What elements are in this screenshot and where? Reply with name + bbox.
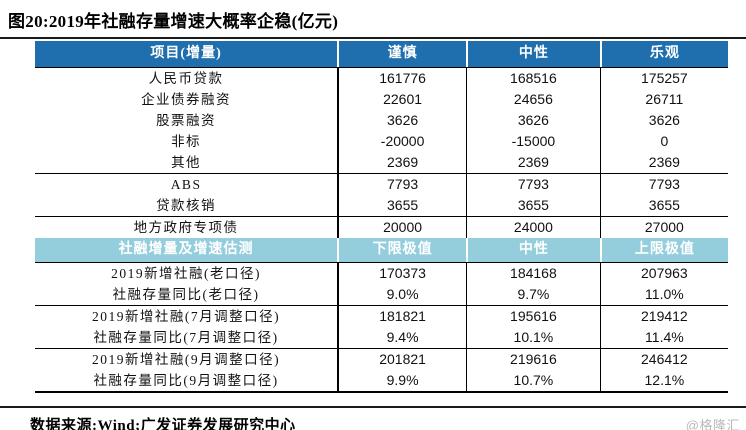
value-cell: 12.1% — [599, 370, 728, 391]
value-cell: 9.9% — [337, 370, 466, 391]
table-row: 社融存量同比(老口径) 9.0% 9.7% 11.0% — [35, 284, 728, 305]
value-cell: 3655 — [599, 195, 728, 216]
table-subheader-row: 社融增量及增速估测 下限极值 中性 上限极值 — [35, 238, 728, 263]
table-row-group: 2019新增社融(7月调整口径) 181821 195616 219412 社融存量同比… — [35, 306, 728, 349]
value-cell: 170373 — [337, 263, 466, 284]
row-label-cell: 项目(增量) — [150, 46, 222, 61]
value-cell: 11.4% — [599, 327, 728, 348]
row-label-cell: 社融存量同比(老口径) — [112, 287, 260, 302]
value-cell: 9.7% — [466, 284, 600, 305]
row-label-cell: ABS — [170, 177, 202, 192]
table-row-group: 2019新增社融(老口径) 170373 184168 207963 社融存量同比(老口… — [35, 263, 728, 306]
value-cell: 20000 — [337, 217, 466, 238]
value-cell: 201821 — [337, 349, 466, 370]
value-cell: 195616 — [466, 306, 600, 327]
row-label-cell: 其他 — [171, 155, 202, 170]
value-cell: 3655 — [466, 195, 600, 216]
row-label-cell: 地方政府专项债 — [133, 220, 239, 235]
table-row: 地方政府专项债 20000 24000 27000 — [35, 217, 728, 238]
row-label-cell: 社融增量及增速估测 — [118, 242, 254, 257]
value-cell: 上限极值 — [599, 238, 728, 262]
table-row: 非标 -20000 -15000 0 — [35, 131, 728, 152]
row-label-cell: 社融存量同比(7月调整口径) — [93, 330, 279, 345]
value-cell: 219616 — [466, 349, 600, 370]
row-label-cell: 企业债券融资 — [141, 92, 232, 107]
value-cell: 24656 — [466, 89, 600, 110]
table-row: 2019新增社融(老口径) 170373 184168 207963 — [35, 263, 728, 284]
value-cell: 谨慎 — [337, 41, 466, 67]
table-row: ABS 7793 7793 7793 — [35, 174, 728, 195]
value-cell: 7793 — [599, 174, 728, 195]
row-label-cell: 社融存量同比(9月调整口径) — [93, 373, 279, 388]
table-row: 其他 2369 2369 2369 — [35, 152, 728, 173]
value-cell: 168516 — [466, 68, 600, 89]
value-cell: 7793 — [337, 174, 466, 195]
value-cell: 175257 — [599, 68, 728, 89]
bottom-rule — [0, 406, 746, 408]
value-cell: 2369 — [599, 152, 728, 173]
top-rule — [0, 37, 746, 39]
figure-footer: 数据来源:Wind;广发证券发展研究中心 @格隆汇 — [0, 408, 746, 430]
value-cell: 10.1% — [466, 327, 600, 348]
value-cell: 2369 — [466, 152, 600, 173]
table-row: 2019新增社融(7月调整口径) 181821 195616 219412 — [35, 306, 728, 327]
watermark-text: @格隆汇 — [685, 418, 740, 430]
value-cell: -15000 — [466, 131, 600, 152]
value-cell: -20000 — [337, 131, 466, 152]
value-cell: 26711 — [599, 89, 728, 110]
row-label-cell: 2019新增社融(7月调整口径) — [91, 309, 281, 324]
value-cell: 22601 — [337, 89, 466, 110]
data-table: 项目(增量) 谨慎 中性 乐观 人民币贷款 161776 168516 175257 企业债券融… — [35, 41, 728, 393]
row-label-cell: 人民币贷款 — [148, 71, 224, 86]
row-label-cell: 非标 — [171, 134, 202, 149]
row-label-cell: 2019新增社融(9月调整口径) — [91, 352, 281, 367]
value-cell: 184168 — [466, 263, 600, 284]
value-cell: 246412 — [599, 349, 728, 370]
row-label-cell: 股票融资 — [156, 113, 217, 128]
table-row: 贷款核销 3655 3655 3655 — [35, 195, 728, 216]
table-row-group: ABS 7793 7793 7793 贷款核销 3655 3655 3655 — [35, 174, 728, 217]
value-cell: 207963 — [599, 263, 728, 284]
data-source-text: 数据来源:Wind;广发证券发展研究中心 — [30, 418, 296, 430]
value-cell: 11.0% — [599, 284, 728, 305]
value-cell: 3626 — [337, 110, 466, 131]
table-header-row: 项目(增量) 谨慎 中性 乐观 — [35, 41, 728, 68]
value-cell: 0 — [599, 131, 728, 152]
table-row: 企业债券融资 22601 24656 26711 — [35, 89, 728, 110]
table-row: 社融存量同比(9月调整口径) 9.9% 10.7% 12.1% — [35, 370, 728, 391]
value-cell: 161776 — [337, 68, 466, 89]
value-cell: 27000 — [599, 217, 728, 238]
value-cell: 181821 — [337, 306, 466, 327]
value-cell: 3626 — [466, 110, 600, 131]
table-row: 社融存量同比(7月调整口径) 9.4% 10.1% 11.4% — [35, 327, 728, 348]
table-row: 人民币贷款 161776 168516 175257 — [35, 68, 728, 89]
table-row-group: 地方政府专项债 20000 24000 27000 — [35, 217, 728, 238]
value-cell: 下限极值 — [337, 238, 466, 262]
value-cell: 2369 — [337, 152, 466, 173]
value-cell: 219412 — [599, 306, 728, 327]
row-label-cell: 2019新增社融(老口径) — [111, 266, 262, 281]
row-label-cell: 贷款核销 — [156, 198, 217, 213]
table-row: 股票融资 3626 3626 3626 — [35, 110, 728, 131]
value-cell: 24000 — [466, 217, 600, 238]
table-row-group: 2019新增社融(9月调整口径) 201821 219616 246412 社融存量同比… — [35, 349, 728, 393]
value-cell: 7793 — [466, 174, 600, 195]
table-row: 2019新增社融(9月调整口径) 201821 219616 246412 — [35, 349, 728, 370]
value-cell: 中性 — [466, 238, 600, 262]
figure-title: 图20:2019年社融存量增速大概率企稳(亿元) — [8, 12, 339, 31]
value-cell: 9.0% — [337, 284, 466, 305]
value-cell: 9.4% — [337, 327, 466, 348]
value-cell: 乐观 — [599, 41, 728, 67]
value-cell: 3626 — [599, 110, 728, 131]
value-cell: 10.7% — [466, 370, 600, 391]
table-row-group: 人民币贷款 161776 168516 175257 企业债券融资 22601 24656 2… — [35, 68, 728, 174]
value-cell: 3655 — [337, 195, 466, 216]
value-cell: 中性 — [466, 41, 600, 67]
